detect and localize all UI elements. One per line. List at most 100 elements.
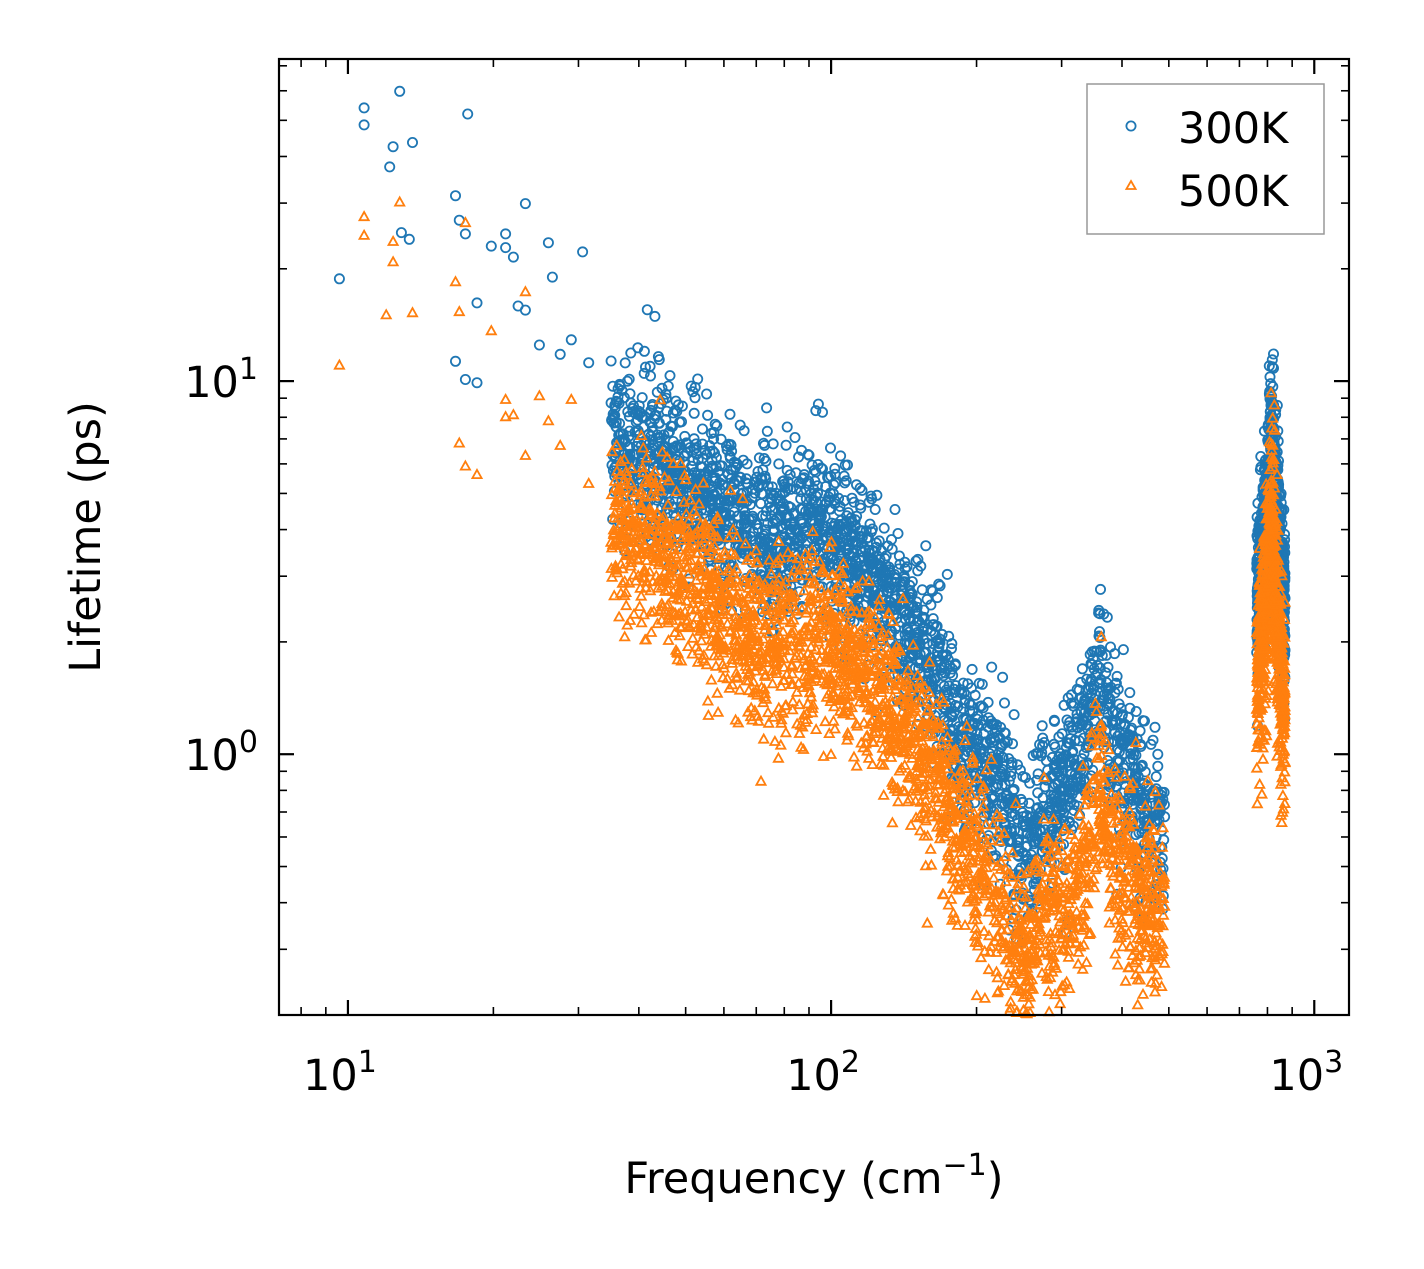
- data-point-300k: [1036, 720, 1048, 732]
- data-point-300k: [793, 451, 805, 463]
- data-point-300k: [1149, 721, 1161, 733]
- data-point-300k: [1021, 828, 1033, 840]
- data-point-300k: [1083, 741, 1095, 753]
- data-point-300k: [606, 414, 618, 426]
- data-point-300k: [649, 310, 661, 322]
- data-point-300k: [907, 599, 919, 611]
- data-point-300k: [1137, 715, 1149, 727]
- data-point-300k: [1006, 810, 1018, 822]
- data-point-300k: [663, 426, 675, 438]
- data-point-300k: [892, 528, 904, 540]
- data-point-300k: [701, 388, 713, 400]
- data-point-300k: [1032, 787, 1044, 799]
- data-point-300k: [711, 420, 723, 432]
- data-point-300k: [1069, 735, 1081, 747]
- data-point-300k: [795, 493, 807, 505]
- data-point-300k: [1141, 780, 1153, 792]
- data-point-300k: [619, 357, 631, 369]
- data-point-300k: [1086, 646, 1098, 658]
- data-point-300k: [835, 450, 847, 462]
- data-point-300k: [966, 663, 978, 675]
- data-point-300k: [1094, 608, 1106, 620]
- data-point-300k: [1139, 766, 1151, 778]
- data-point-300k: [734, 419, 746, 431]
- data-point-300k: [641, 304, 653, 316]
- data-point-300k: [812, 398, 824, 410]
- data-point-300k: [918, 604, 930, 616]
- data-point-300k: [862, 532, 874, 544]
- data-point-300k: [946, 643, 958, 655]
- data-point-300k: [857, 546, 869, 558]
- data-point-300k: [761, 402, 773, 414]
- data-point-300k: [1098, 608, 1110, 620]
- data-point-300k: [810, 405, 822, 417]
- data-point-300k: [1011, 834, 1023, 846]
- data-point-300k: [607, 380, 619, 392]
- data-point-300k: [638, 367, 650, 379]
- data-point-300k: [773, 458, 785, 470]
- data-point-300k: [933, 578, 945, 590]
- data-point-300k: [790, 483, 802, 495]
- data-point-300k: [921, 637, 933, 649]
- data-point-300k: [949, 660, 961, 672]
- data-point-300k: [1063, 760, 1075, 772]
- data-point-300k: [781, 464, 793, 476]
- data-point-300k: [870, 541, 882, 553]
- data-point-300k: [931, 592, 943, 604]
- data-point-300k: [1066, 747, 1078, 759]
- data-point-300k: [941, 568, 953, 580]
- data-point-300k: [1124, 702, 1136, 714]
- data-point-300k: [916, 584, 928, 596]
- data-point-300k: [889, 503, 901, 515]
- data-point-300k: [873, 535, 885, 547]
- data-point-300k: [724, 408, 736, 420]
- data-point-300k: [933, 638, 945, 650]
- data-point-300k: [791, 524, 803, 536]
- data-point-300k: [1135, 738, 1147, 750]
- data-point-300k: [944, 660, 956, 672]
- data-point-300k: [1006, 807, 1018, 819]
- data-point-300k: [667, 407, 679, 419]
- data-point-300k: [898, 570, 910, 582]
- data-point-300k: [788, 507, 800, 519]
- data-point-300k: [1117, 644, 1129, 656]
- data-point-300k: [1152, 748, 1164, 760]
- data-point-300k: [963, 697, 975, 709]
- data-point-300k: [1103, 698, 1115, 710]
- data-point-300k: [946, 638, 958, 650]
- data-point-300k: [957, 677, 969, 689]
- data-point-300k: [665, 420, 677, 432]
- data-point-300k: [660, 388, 672, 400]
- data-point-300k: [753, 452, 765, 464]
- data-point-300k: [962, 678, 974, 690]
- data-point-300k: [688, 407, 700, 419]
- data-point-300k: [1056, 728, 1068, 740]
- data-point-300k: [765, 487, 777, 499]
- data-point-300k: [1012, 759, 1024, 771]
- data-point-300k: [958, 697, 970, 709]
- data-point-300k: [906, 576, 918, 588]
- data-point-300k: [856, 484, 868, 496]
- data-point-300k: [1061, 737, 1073, 749]
- data-point-300k: [839, 477, 851, 489]
- data-point-300k: [1007, 738, 1019, 750]
- data-point-300k: [709, 418, 721, 430]
- data-point-300k: [1008, 709, 1020, 721]
- data-point-300k: [1145, 738, 1157, 750]
- data-point-300k: [778, 475, 790, 487]
- data-point-300k: [957, 713, 969, 725]
- data-point-300k: [912, 553, 924, 565]
- data-point-300k: [1102, 661, 1114, 673]
- data-point-300k: [899, 556, 911, 568]
- data-point-300k: [682, 438, 694, 450]
- data-point-300k: [1111, 670, 1123, 682]
- data-point-300k: [824, 526, 836, 538]
- data-point-300k: [780, 439, 792, 451]
- data-point-300k: [1095, 583, 1107, 595]
- data-point-300k: [1049, 741, 1061, 753]
- data-point-300k: [762, 517, 774, 529]
- data-point-300k: [761, 425, 773, 437]
- data-point-300k: [869, 503, 881, 515]
